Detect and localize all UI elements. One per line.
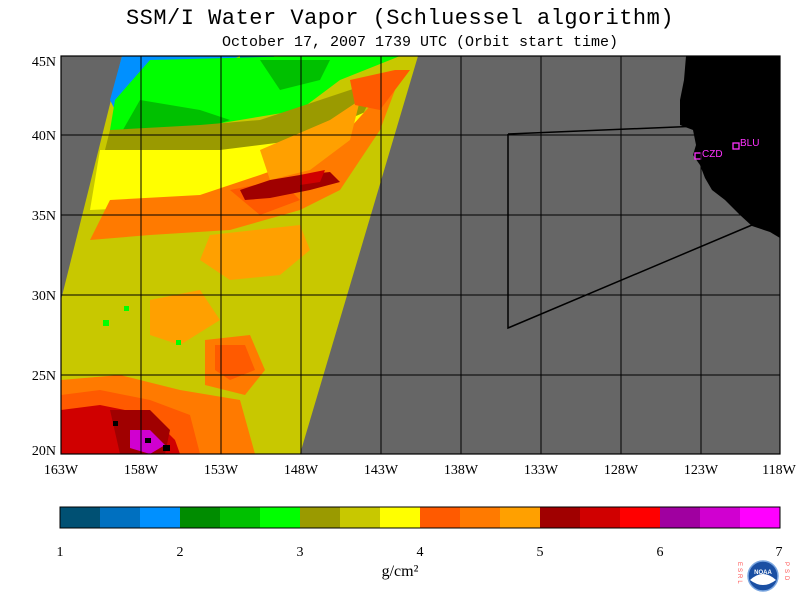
colorbar-frame (59, 506, 781, 529)
svg-text:ESRL: ESRL (736, 562, 742, 586)
lon-label: 153W (204, 463, 239, 478)
colorbar-swatch (260, 507, 301, 528)
station-label-czd: CZD (702, 149, 723, 160)
water-vapor-swath (61, 56, 418, 454)
lon-label: 138W (444, 463, 479, 478)
lat-label: 30N (32, 289, 56, 304)
colorbar-swatch (420, 507, 461, 528)
lat-label: 45N (32, 55, 56, 70)
colorbar-swatch (580, 507, 621, 528)
map-frame (60, 55, 781, 455)
lon-label: 133W (524, 463, 559, 478)
colorbar-tick-label: 1 (57, 545, 64, 560)
lon-label: 143W (364, 463, 399, 478)
svg-text:NOAA: NOAA (754, 570, 772, 576)
lon-label: 148W (284, 463, 319, 478)
map-title: SSM/I Water Vapor (Schluessel algorithm) (125, 6, 675, 31)
colorbar-tick-labels: 1 2 3 4 5 6 7 (57, 545, 783, 560)
station-label-blu: BLU (740, 138, 759, 149)
colorbar-swatch (220, 507, 261, 528)
colorbar-tick-label: 6 (657, 545, 664, 560)
colorbar-swatch (660, 507, 701, 528)
colorbar-swatch (740, 507, 781, 528)
colorbar-swatch (300, 507, 341, 528)
colorbar-unit: g/cm² (381, 563, 419, 580)
colorbar-swatch (140, 507, 181, 528)
noaa-logo: NOAA ESRL PSD (736, 560, 789, 592)
colorbar-swatch (620, 507, 661, 528)
colorbar-tick-label: 5 (537, 545, 544, 560)
colorbar-tick-label: 4 (417, 545, 424, 560)
lon-label: 163W (44, 463, 79, 478)
colorbar-swatch (60, 507, 101, 528)
colorbar-swatch (340, 507, 381, 528)
station-marker-blu (732, 142, 740, 150)
north-america-land (680, 56, 780, 238)
lon-label: 128W (604, 463, 639, 478)
colorbar-swatch (540, 507, 581, 528)
lon-label: 123W (684, 463, 719, 478)
colorbar-swatch (380, 507, 421, 528)
longitude-labels: 163W 158W 153W 148W 143W 138W 133W 128W … (44, 463, 797, 478)
map-subtitle: October 17, 2007 1739 UTC (Orbit start t… (221, 34, 619, 51)
lat-label: 35N (32, 209, 56, 224)
colorbar-tick-label: 2 (177, 545, 184, 560)
colorbar-tick-label: 3 (297, 545, 304, 560)
colorbar-swatch (460, 507, 501, 528)
latitude-labels: 45N 40N 35N 30N 25N 20N (32, 55, 56, 459)
lon-label: 118W (762, 463, 796, 478)
lat-lon-grid (61, 56, 780, 454)
colorbar-tick-label: 7 (776, 545, 783, 560)
colorbar-swatch (180, 507, 221, 528)
lat-label: 40N (32, 129, 56, 144)
svg-text:PSD: PSD (783, 562, 789, 583)
lat-label: 25N (32, 369, 56, 384)
colorbar-swatch (700, 507, 741, 528)
colorbar-swatch (100, 507, 141, 528)
lat-label: 20N (32, 444, 56, 459)
region-boundary (507, 125, 753, 330)
colorbar (60, 507, 781, 528)
colorbar-swatch (500, 507, 541, 528)
lon-label: 158W (124, 463, 159, 478)
